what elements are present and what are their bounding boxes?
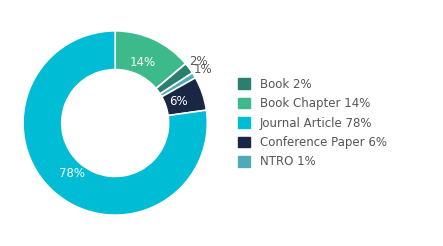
Wedge shape bbox=[23, 31, 207, 215]
Text: 14%: 14% bbox=[130, 56, 156, 69]
Text: 2%: 2% bbox=[189, 55, 207, 68]
Wedge shape bbox=[115, 31, 186, 89]
Text: 78%: 78% bbox=[58, 167, 85, 180]
Wedge shape bbox=[160, 73, 195, 97]
Text: 6%: 6% bbox=[169, 95, 187, 108]
Wedge shape bbox=[156, 64, 193, 94]
Legend: Book 2%, Book Chapter 14%, Journal Article 78%, Conference Paper 6%, NTRO 1%: Book 2%, Book Chapter 14%, Journal Artic… bbox=[238, 77, 387, 169]
Wedge shape bbox=[162, 78, 206, 116]
Text: 1%: 1% bbox=[194, 63, 213, 76]
